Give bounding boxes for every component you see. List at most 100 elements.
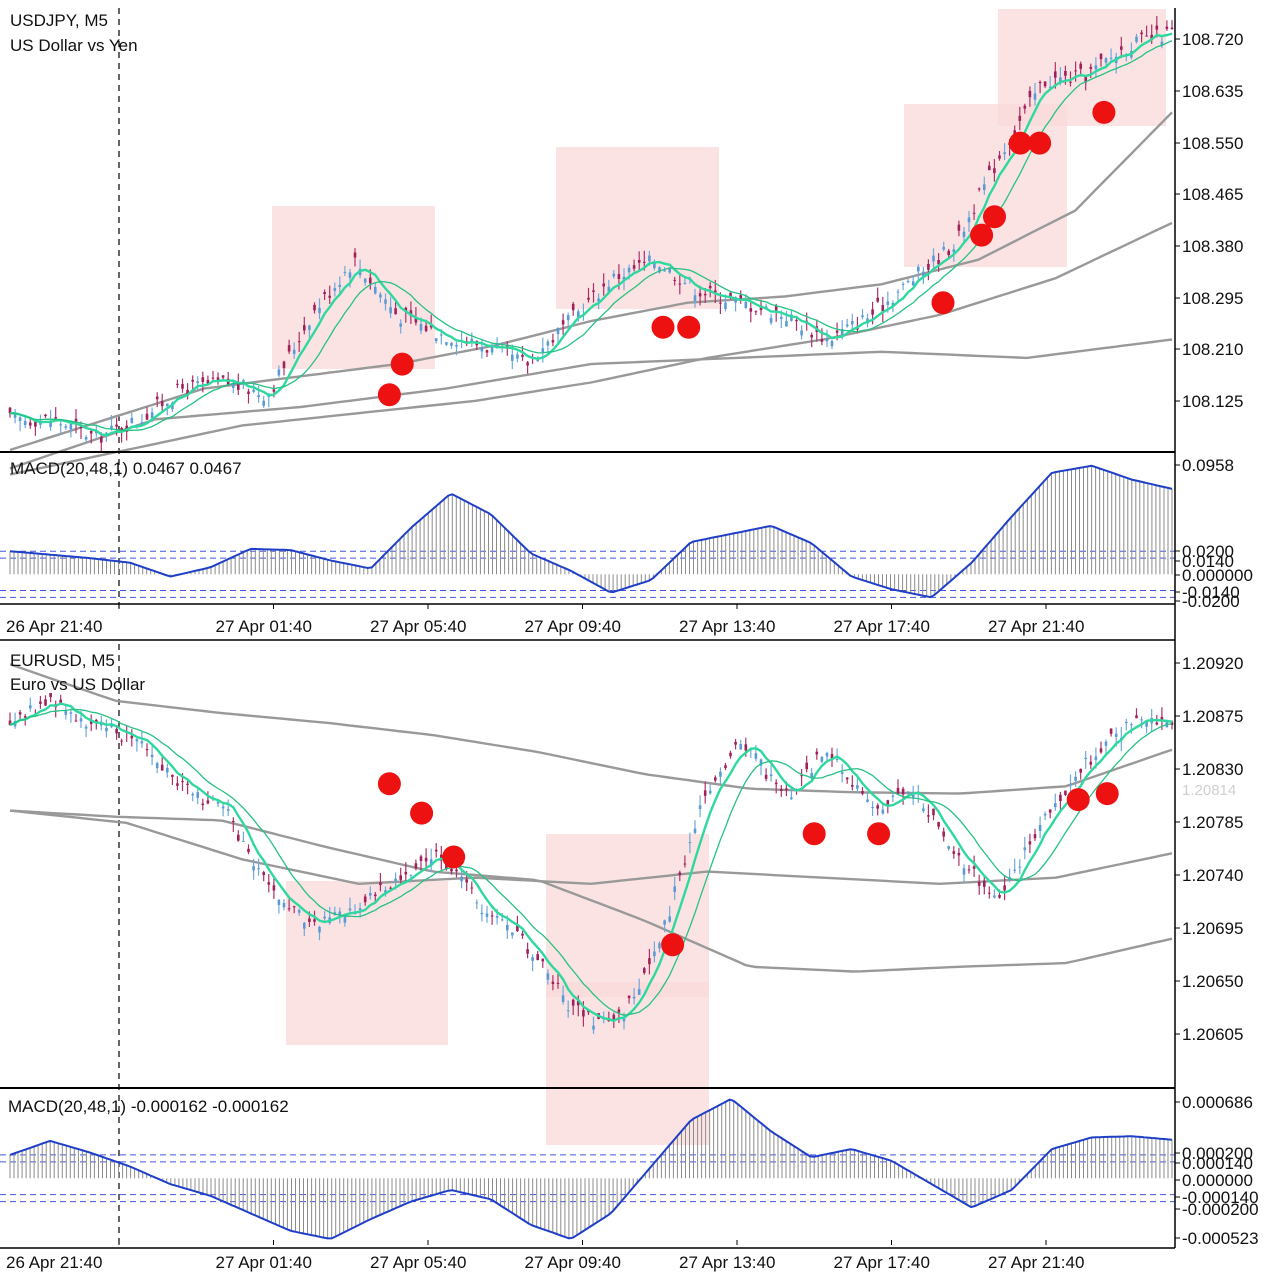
macd-tick-label: -0.000200 — [1182, 1200, 1259, 1219]
macd-tick-label: 0.000140 — [1182, 1154, 1253, 1173]
candle-body — [993, 895, 996, 898]
candle-body — [911, 793, 915, 798]
candle-body — [714, 290, 717, 293]
candle-body — [632, 265, 636, 269]
candle-body — [79, 427, 83, 429]
candle-body — [358, 908, 362, 911]
highlight-zone — [286, 881, 448, 1045]
candle-body — [1033, 93, 1037, 100]
highlight-zone — [272, 206, 435, 369]
candle-body — [257, 395, 260, 397]
candle-body — [318, 307, 321, 314]
candle-body — [546, 341, 550, 346]
candle-body — [110, 425, 113, 430]
candle-body — [739, 295, 742, 299]
candle-body — [774, 782, 778, 785]
slow-moving-average-line — [9, 663, 1173, 795]
candle-body — [1145, 721, 1148, 727]
candle-body — [957, 852, 961, 856]
candle-body — [419, 324, 423, 331]
candle-body — [541, 958, 545, 962]
candle-body — [876, 805, 879, 809]
candle-body — [1150, 34, 1153, 40]
candle-body — [257, 868, 260, 870]
candle-body — [790, 314, 793, 321]
signal-dot — [1066, 788, 1090, 812]
candle-body — [937, 260, 940, 265]
candle-body — [1013, 869, 1016, 871]
time-tick-label: 27 Apr 09:40 — [525, 617, 621, 636]
candle-body — [242, 380, 245, 383]
candle-body — [399, 875, 402, 880]
candle-body — [851, 321, 854, 325]
candle-body — [947, 250, 950, 256]
candle-body — [886, 301, 890, 305]
candle-body — [267, 396, 271, 397]
slow-moving-average-line — [9, 221, 1173, 476]
candle-body — [1089, 66, 1093, 69]
candle-body — [84, 726, 88, 729]
candle-body — [1155, 25, 1159, 30]
candle-body — [637, 989, 641, 995]
candle-body — [1104, 58, 1108, 63]
candle-body — [830, 754, 834, 759]
candle-body — [429, 325, 433, 328]
candle-body — [648, 958, 651, 965]
candle-body — [115, 424, 118, 427]
candle-body — [89, 431, 93, 434]
candle-body — [221, 375, 225, 378]
candle-body — [8, 407, 12, 414]
candle-body — [810, 335, 813, 338]
candle-body — [379, 882, 382, 886]
macd-tick-label: -0.0200 — [1182, 592, 1240, 611]
candle-body — [394, 308, 397, 315]
candle-body — [1079, 63, 1082, 69]
candle-body — [566, 315, 570, 321]
candle-body — [957, 224, 961, 231]
usdjpy-description: US Dollar vs Yen — [10, 36, 138, 55]
candle-body — [810, 773, 813, 778]
candle-body — [587, 297, 590, 300]
time-tick-label: 27 Apr 13:40 — [679, 617, 775, 636]
candle-body — [191, 793, 194, 796]
candle-body — [1038, 82, 1042, 84]
candle-body — [338, 284, 342, 287]
candle-body — [287, 345, 291, 352]
candle-body — [526, 949, 529, 954]
candle-body — [840, 772, 844, 774]
candle-body — [1018, 115, 1022, 121]
candle-body — [211, 377, 215, 379]
candle-body — [556, 328, 560, 334]
candle-body — [683, 863, 687, 865]
signal-dot — [931, 291, 955, 315]
candle-body — [769, 774, 773, 777]
candle-body — [343, 916, 347, 923]
macd-signal-line — [9, 1098, 1173, 1240]
candle-body — [744, 744, 748, 751]
candle-body — [871, 309, 874, 315]
candle-body — [526, 362, 529, 366]
candle-body — [668, 267, 671, 273]
candle-body — [176, 783, 179, 786]
candle-body — [1170, 722, 1174, 725]
candle-body — [1003, 885, 1006, 891]
candle-body — [977, 188, 981, 190]
candle-body — [394, 878, 397, 881]
candle-body — [374, 286, 377, 294]
candle-body — [1048, 86, 1052, 88]
candle-body — [886, 800, 890, 805]
candle-body — [719, 302, 722, 304]
candle-body — [830, 341, 834, 347]
candle-body — [201, 377, 205, 382]
candle-body — [835, 759, 839, 760]
candle-body — [531, 957, 534, 961]
candle-body — [242, 840, 245, 842]
candle-body — [292, 906, 296, 908]
candle-body — [414, 863, 418, 869]
price-tick-label: 1.20875 — [1182, 707, 1243, 726]
candle-body — [693, 295, 697, 301]
candle-body — [74, 720, 78, 722]
candle-body — [237, 383, 240, 390]
candle-body — [703, 790, 707, 796]
